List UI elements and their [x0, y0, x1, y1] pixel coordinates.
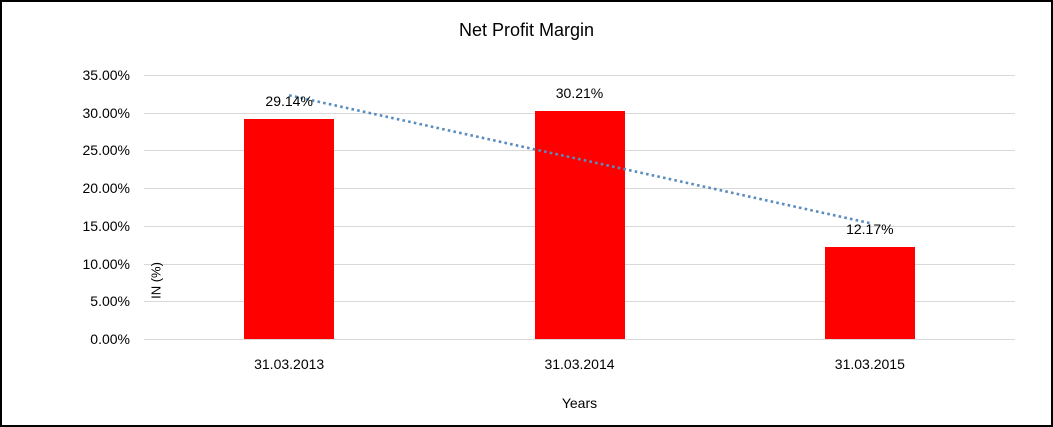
y-tick-label: 15.00% [82, 217, 130, 234]
y-tick-label: 10.00% [82, 255, 130, 272]
y-tick-label: 20.00% [82, 180, 130, 197]
data-label: 29.14% [265, 93, 313, 110]
data-label: 12.17% [846, 221, 894, 238]
gridline [144, 339, 1015, 340]
plot-area: 29.14% 30.21% 12.17% IN (%) [144, 75, 1015, 340]
bar-31.03.2015 [824, 247, 915, 339]
x-axis-title: Years [561, 395, 598, 411]
y-tick-label: 35.00% [82, 67, 130, 83]
x-tick-label: 31.03.2014 [544, 356, 615, 372]
y-tick-label: 25.00% [82, 142, 130, 159]
y-tick-label: 30.00% [82, 104, 130, 121]
bar-31.03.2013 [244, 119, 335, 339]
chart-title: Net Profit Margin [458, 20, 595, 40]
data-label: 30.21% [555, 85, 604, 102]
y-tick-label: 0.00% [90, 331, 130, 347]
gridline [144, 75, 1015, 76]
bar-31.03.2014 [534, 111, 625, 339]
y-axis-title: IN (%) [148, 262, 164, 299]
x-tick-label: 31.03.2013 [254, 356, 325, 372]
x-tick-label: 31.03.2015 [834, 356, 905, 372]
y-tick-label: 5.00% [90, 293, 130, 310]
